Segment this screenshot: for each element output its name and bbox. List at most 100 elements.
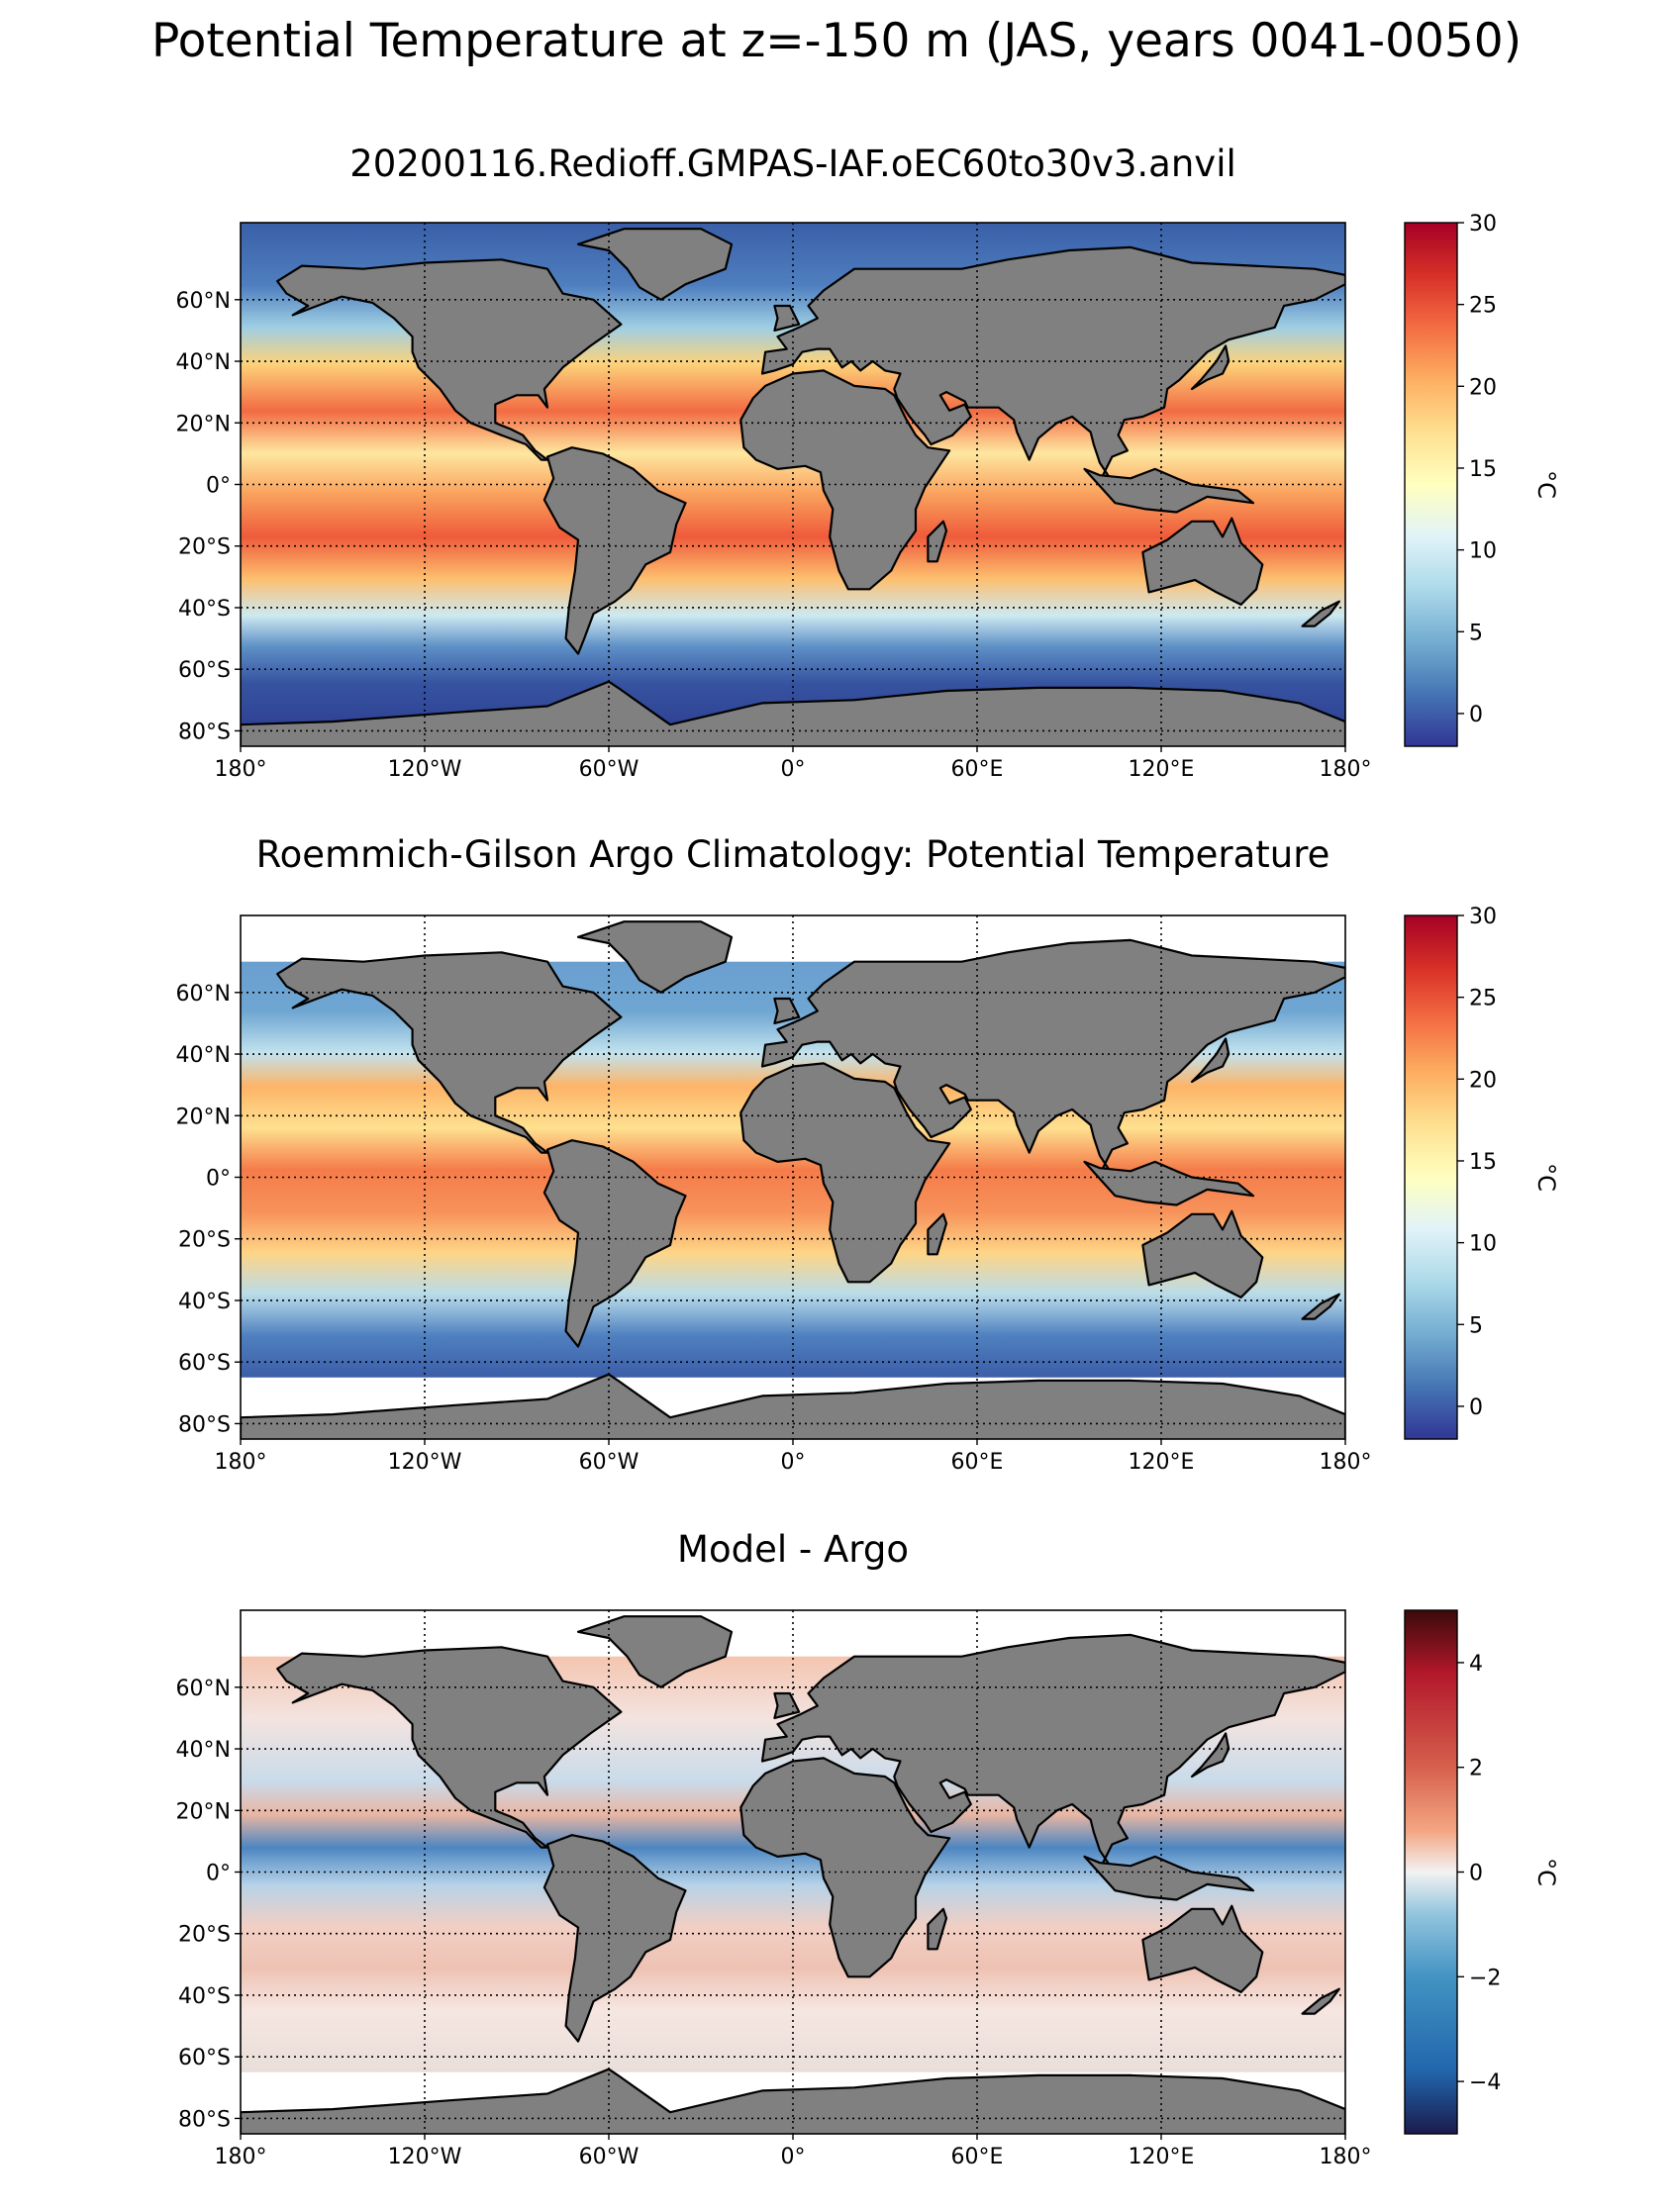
x-tick-label: 60°W [579, 757, 640, 782]
colorbar-tick-label: 10 [1469, 539, 1497, 564]
x-tick-label: 0° [781, 1450, 806, 1475]
land-eurasia [760, 938, 1345, 1176]
colorbar-tick-label: 4 [1469, 1652, 1483, 1677]
panel-1: 180° 120°W 60°W 0° 60°E 120°E 180° 60°N 40°N 20°N… [176, 212, 1560, 782]
y-tick-label: 20°N [176, 412, 231, 436]
land-antarctica [241, 2068, 1345, 2134]
x-tick-label: 0° [781, 757, 806, 782]
x-tick-label: 180° [1320, 1450, 1372, 1475]
colorbar-tick-label: −2 [1469, 1966, 1501, 1990]
x-tick-label: 120°E [1129, 2145, 1195, 2169]
x-tick-label: 180° [215, 2145, 267, 2169]
x-tick-label: 0° [781, 2145, 806, 2169]
land-japan [1190, 1732, 1230, 1779]
colorbar-tick-label: 15 [1469, 457, 1497, 482]
land-japan [1190, 344, 1230, 391]
panel-3-title: Model - Argo [677, 1528, 909, 1571]
panel-2-title: Roemmich-Gilson Argo Climatology: Potent… [255, 833, 1330, 876]
colorbar [1404, 1609, 1458, 2135]
y-tick-label: 40°S [178, 1290, 231, 1314]
y-tick-label: 60°S [178, 658, 231, 683]
x-tick-label: 60°E [951, 757, 1004, 782]
colorbar-tick-label: 15 [1469, 1150, 1497, 1175]
y-tick-label: 20°N [176, 1105, 231, 1129]
land-australia [1141, 1904, 1264, 1993]
land-indonesia [1083, 1160, 1255, 1206]
colorbar-tick-label: 10 [1469, 1232, 1497, 1257]
land-greenland [576, 920, 734, 994]
map-area [241, 915, 1345, 1439]
x-tick-label: 120°W [388, 757, 462, 782]
land-australia [1141, 517, 1264, 606]
x-tick-label: 60°E [951, 1450, 1004, 1475]
colorbar [1404, 222, 1458, 747]
land-madagascar [927, 1907, 948, 1951]
colorbar-tick-label: 25 [1469, 294, 1497, 319]
colorbar-tick-label: 0 [1469, 703, 1483, 727]
y-tick-label: 60°S [178, 2046, 231, 2070]
x-tick-label: 120°E [1129, 1450, 1195, 1475]
y-tick-label: 0° [206, 1167, 231, 1192]
y-tick-label: 40°N [176, 350, 231, 375]
y-tick-label: 0° [206, 474, 231, 499]
y-tick-label: 60°S [178, 1351, 231, 1376]
y-tick-label: 60°N [176, 982, 231, 1007]
y-tick-label: 20°S [178, 1923, 231, 1948]
y-tick-label: 60°N [176, 289, 231, 314]
x-tick-label: 60°W [579, 1450, 640, 1475]
x-tick-label: 180° [215, 757, 267, 782]
land-japan [1190, 1037, 1230, 1084]
panel-2: 180° 120°W 60°W 0° 60°E 120°E 180° 60°N 40°N 20°N… [176, 905, 1560, 1475]
land-australia [1141, 1209, 1264, 1298]
land-greenland [576, 1615, 734, 1688]
y-tick-label: 20°N [176, 1799, 231, 1824]
colorbar-tick-label: 5 [1469, 621, 1483, 645]
x-tick-label: 180° [215, 1450, 267, 1475]
y-tick-label: 40°N [176, 1043, 231, 1068]
colorbar-tick-label: 0 [1469, 1395, 1483, 1420]
colorbar-tick-label: 20 [1469, 1068, 1497, 1093]
map-area [241, 223, 1345, 746]
y-tick-label: 20°S [178, 535, 231, 560]
land-eurasia [760, 245, 1345, 483]
land-north-america [276, 258, 623, 461]
y-tick-label: 80°S [178, 1412, 231, 1437]
colorbar-tick-label: 25 [1469, 987, 1497, 1011]
y-tick-label: 80°S [178, 2107, 231, 2132]
x-tick-label: 120°W [388, 2145, 462, 2169]
y-tick-label: 40°N [176, 1738, 231, 1763]
figure-title: Potential Temperature at z=-150 m (JAS, … [150, 14, 1523, 68]
y-tick-label: 40°S [178, 1984, 231, 2009]
colorbar-tick-label: 20 [1469, 375, 1497, 400]
land-madagascar [927, 520, 948, 563]
colorbar-tick-label: 2 [1469, 1757, 1483, 1781]
land-antarctica [241, 1373, 1345, 1439]
land-north-america [276, 951, 623, 1154]
colorbar-label: °C [1532, 1163, 1560, 1192]
y-tick-label: 80°S [178, 720, 231, 744]
y-tick-label: 40°S [178, 597, 231, 622]
land-eurasia [760, 1633, 1345, 1871]
land-antarctica [241, 680, 1345, 746]
panel-3: 180° 120°W 60°W 0° 60°E 120°E 180° 60°N 40°N 20°N… [176, 1609, 1560, 2169]
x-tick-label: 60°E [951, 2145, 1004, 2169]
colorbar-tick-label: −4 [1469, 2070, 1501, 2095]
land-indonesia [1083, 1855, 1255, 1901]
y-tick-label: 60°N [176, 1677, 231, 1701]
land-north-america [276, 1646, 623, 1849]
colorbar-label: °C [1532, 470, 1560, 499]
colorbar [1404, 914, 1458, 1440]
x-tick-label: 120°W [388, 1450, 462, 1475]
map-area [241, 1610, 1345, 2134]
colorbar-label: °C [1532, 1858, 1560, 1886]
colorbar-tick-label: 5 [1469, 1313, 1483, 1338]
x-tick-label: 120°E [1129, 757, 1195, 782]
land-madagascar [927, 1212, 948, 1256]
x-tick-label: 60°W [579, 2145, 640, 2169]
x-tick-label: 180° [1320, 2145, 1372, 2169]
colorbar-tick-label: 30 [1469, 212, 1497, 237]
land-indonesia [1083, 467, 1255, 514]
panel-1-title: 20200116.Redioff.GMPAS-IAF.oEC60to30v3.a… [349, 143, 1236, 185]
x-tick-label: 180° [1320, 757, 1372, 782]
